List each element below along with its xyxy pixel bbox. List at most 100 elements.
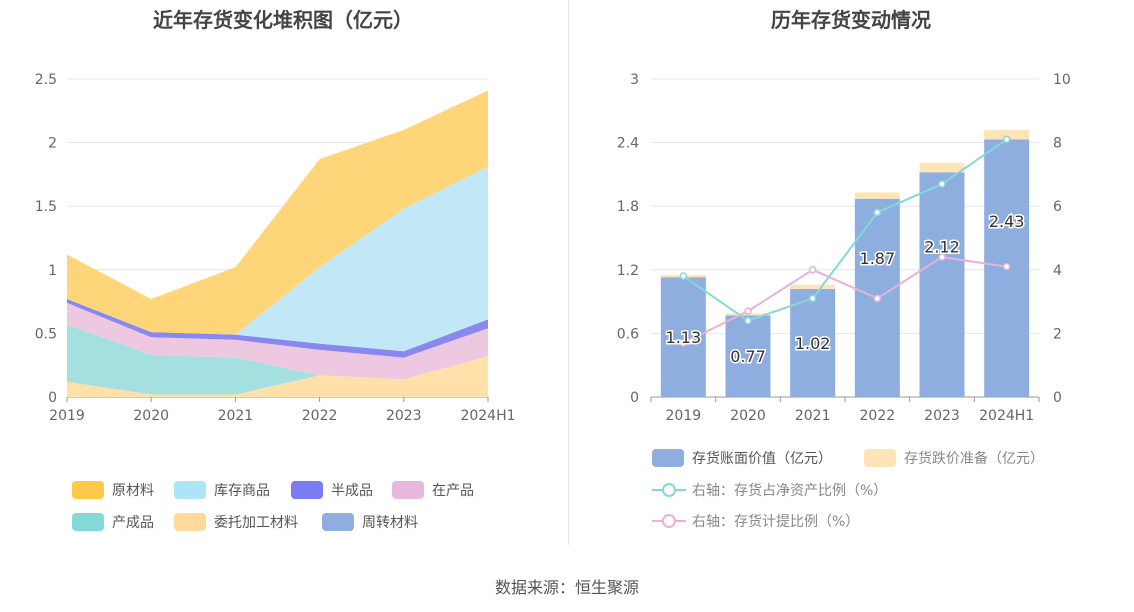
bar-impairment-provision <box>919 162 965 173</box>
bar-value-label: 1.87 <box>860 249 896 268</box>
legend-swatch <box>864 449 896 467</box>
y-tick-label: 0.5 <box>35 326 57 342</box>
x-tick-label: 2019 <box>49 408 85 424</box>
x-tick-label: 2023 <box>924 408 960 424</box>
legend-swatch <box>652 512 686 530</box>
bar-book-value <box>725 315 771 397</box>
legend-item[interactable]: 右轴：存货占净资产比例（%） <box>652 480 887 500</box>
y-tick-label: 2 <box>48 136 57 152</box>
line-series <box>682 256 1007 344</box>
legend-label: 原材料 <box>112 483 154 499</box>
x-tick-label: 2021 <box>795 408 831 424</box>
bar-impairment-provision <box>984 129 1030 140</box>
legend-label: 右轴：存货占净资产比例（%） <box>692 483 888 499</box>
y-tick-label: 1.5 <box>35 199 57 215</box>
legend-item[interactable]: 存货账面价值（亿元） <box>652 448 832 468</box>
x-tick-label: 2021 <box>218 408 254 424</box>
left-chart-title: 近年存货变化堆积图（亿元） <box>153 8 413 32</box>
line-point <box>744 316 752 325</box>
line-point <box>873 294 882 303</box>
legend-label: 存货账面价值（亿元） <box>692 451 832 467</box>
legend-item[interactable]: 周转材料 <box>322 512 418 532</box>
bar-book-value <box>660 277 706 397</box>
legend-item[interactable]: 原材料 <box>72 480 154 500</box>
x-tick-label: 2019 <box>666 408 702 424</box>
y-right-tick-label: 2 <box>1053 326 1062 342</box>
legend-swatch <box>322 513 354 531</box>
y-left-tick-label: 3 <box>630 72 639 88</box>
bar-book-value <box>919 172 965 397</box>
legend-item[interactable]: 委托加工材料 <box>174 512 298 532</box>
legend-swatch <box>174 481 206 499</box>
y-left-tick-label: 1.8 <box>617 199 639 215</box>
legend-label: 产成品 <box>112 515 154 531</box>
x-tick-label: 2020 <box>730 408 766 424</box>
area-series <box>67 302 488 380</box>
left-chart-panel: 近年存货变化堆积图（亿元） 0 0.5 1 1.5 2 2.5 2019 2020 2021 20… <box>0 0 566 545</box>
legend-label: 库存商品 <box>214 483 270 499</box>
legend-label: 在产品 <box>432 483 474 499</box>
y-tick-label: 1 <box>48 263 57 279</box>
bar-impairment-provision <box>854 192 900 199</box>
legend-item[interactable]: 库存商品 <box>174 480 270 500</box>
x-tick-label: 2022 <box>302 408 338 424</box>
y-left-tick-label: 2.4 <box>617 136 639 152</box>
bar-book-value <box>790 288 836 397</box>
line-point <box>1002 262 1011 271</box>
legend-label: 存货跌价准备（亿元） <box>904 451 1044 467</box>
bar-value-label: 2.12 <box>924 238 960 257</box>
legend-label: 委托加工材料 <box>214 515 298 531</box>
y-left-tick-label: 0.6 <box>617 326 639 342</box>
left-chart-svg: 0 0.5 1 1.5 2 2.5 2019 2020 2021 2022 2023 2024H1 <box>35 72 516 424</box>
area-series <box>67 166 488 352</box>
legend-label: 周转材料 <box>362 515 418 531</box>
y-right-tick-label: 8 <box>1053 136 1062 152</box>
bar-value-label: 1.13 <box>666 328 702 347</box>
y-right-tick-label: 4 <box>1053 263 1062 279</box>
line-point <box>808 266 817 274</box>
line-point <box>1002 135 1011 144</box>
legend-swatch <box>174 513 206 531</box>
x-tick-label: 2023 <box>386 408 422 424</box>
legend-swatch <box>72 481 104 499</box>
legend-swatch <box>652 481 686 499</box>
legend-swatch <box>291 481 323 499</box>
line-point <box>938 180 946 188</box>
line-point <box>873 208 882 217</box>
line-series <box>682 138 1008 322</box>
legend-label: 半成品 <box>331 483 373 499</box>
y-tick-label: 0 <box>48 390 57 406</box>
right-chart-panel: 历年存货变动情况 0 0.6 1.2 1.8 2.4 3 0 2 4 6 8 10 2019 2020 20… <box>568 0 1134 545</box>
data-source-label: 数据来源：恒生聚源 <box>494 578 639 597</box>
line-point <box>808 294 817 303</box>
x-tick-label: 2020 <box>133 408 169 424</box>
area-series <box>67 356 488 397</box>
bar-value-label: 2.43 <box>989 212 1025 231</box>
line-point <box>679 339 688 347</box>
x-tick-label: 2024H1 <box>979 408 1034 424</box>
area-series <box>67 90 488 335</box>
x-tick-label: 2024H1 <box>460 408 515 424</box>
legend-item[interactable]: 半成品 <box>291 480 373 500</box>
legend-item[interactable]: 右轴：存货计提比例（%） <box>652 511 859 531</box>
legend-swatch <box>72 513 104 531</box>
y-left-tick-label: 0 <box>630 390 639 406</box>
area-series <box>67 324 488 395</box>
bar-impairment-provision <box>790 284 836 289</box>
legend-item[interactable]: 存货跌价准备（亿元） <box>864 448 1044 468</box>
bar-value-label: 0.77 <box>730 347 766 366</box>
y-tick-label: 2.5 <box>35 72 57 88</box>
y-right-tick-label: 6 <box>1053 199 1062 215</box>
y-right-tick-label: 0 <box>1053 390 1062 406</box>
legend-item[interactable]: 产成品 <box>72 512 154 532</box>
panel-divider <box>568 0 569 545</box>
line-point <box>938 253 946 261</box>
line-point <box>679 272 688 280</box>
legend-label: 右轴：存货计提比例（%） <box>692 514 860 530</box>
right-chart-title: 历年存货变动情况 <box>771 8 931 32</box>
legend-swatch <box>652 449 684 467</box>
y-right-tick-label: 10 <box>1053 72 1071 88</box>
legend-item[interactable]: 在产品 <box>392 480 474 500</box>
bar-value-label: 1.02 <box>795 334 831 353</box>
